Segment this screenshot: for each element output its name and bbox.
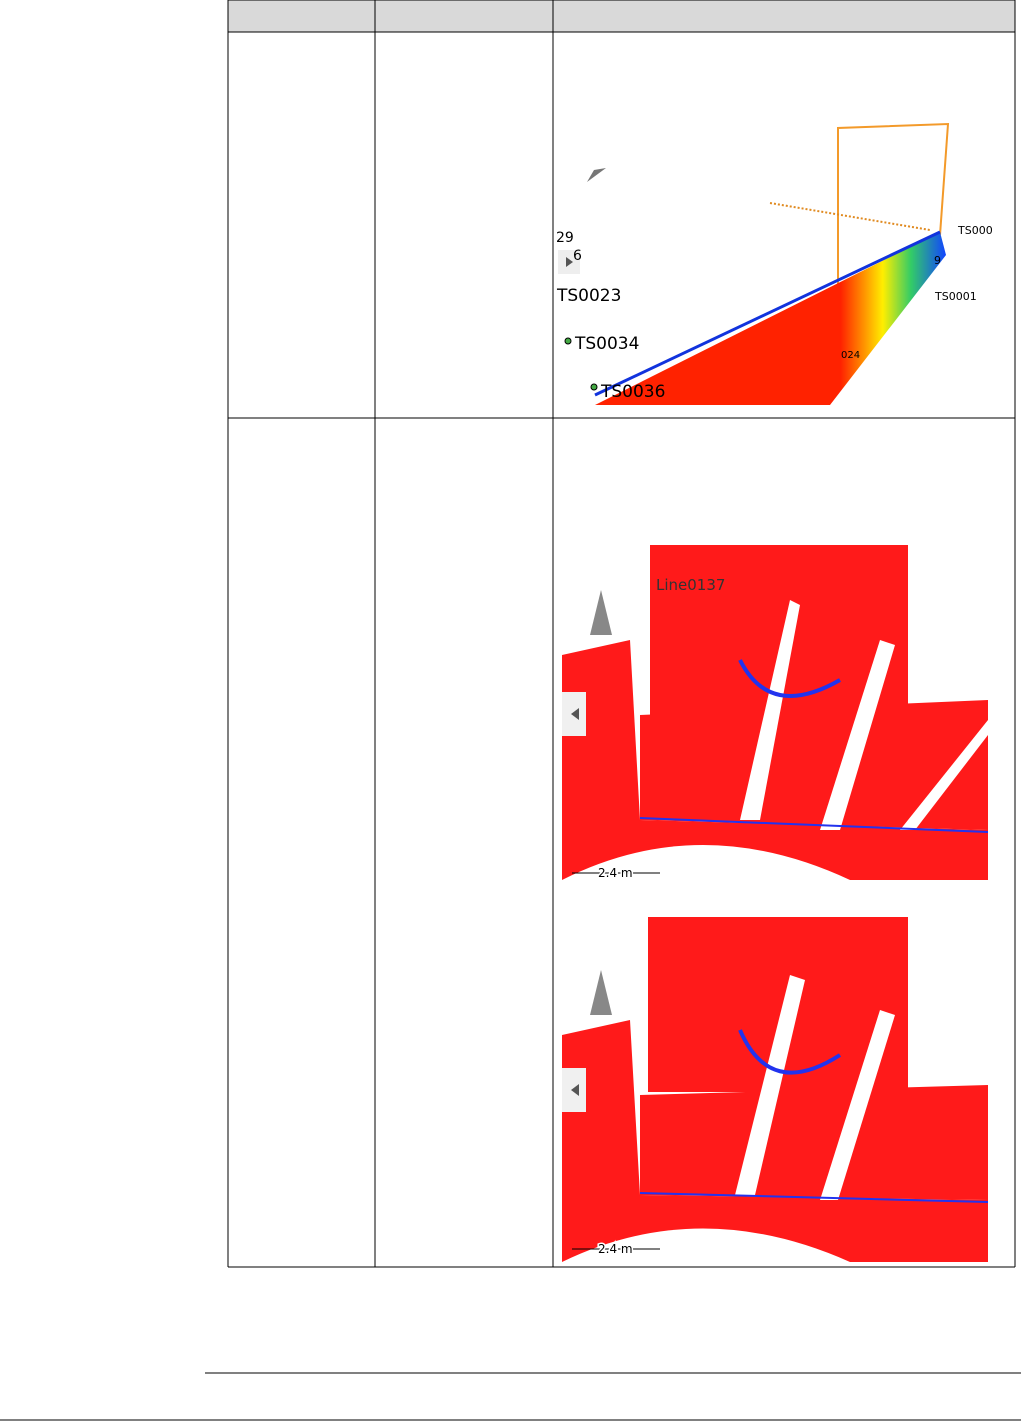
- point-cloud: [562, 1020, 988, 1262]
- gap: [735, 975, 805, 1195]
- point-cloud: [562, 640, 988, 880]
- label: TS0036: [600, 382, 665, 402]
- label: 9: [934, 254, 941, 267]
- figure-1: 29 6 TS0023 TS0034 TS0036 TS000 TS0001 9…: [556, 113, 993, 405]
- gap: [820, 1010, 895, 1200]
- label: TS0023: [556, 286, 621, 306]
- edge: [594, 230, 941, 397]
- edge: [738, 659, 841, 698]
- compass: [587, 168, 606, 182]
- station: [590, 383, 598, 391]
- label: TS0001: [934, 290, 977, 303]
- compass: [590, 970, 612, 1015]
- label: Line0137: [656, 576, 725, 594]
- nav-arrow: [571, 1084, 579, 1096]
- figure-2: Line0137 2.4 m: [562, 535, 988, 880]
- label: 29: [556, 230, 574, 246]
- table-header: [227, 0, 1016, 33]
- point-cloud: [595, 232, 946, 405]
- gap: [820, 640, 895, 830]
- compass: [590, 590, 612, 635]
- edge: [639, 817, 988, 833]
- scale-label: 2.4 m: [598, 1242, 633, 1256]
- label: TS000: [957, 224, 993, 237]
- gap: [900, 720, 988, 830]
- ground: [562, 1228, 850, 1262]
- point-cloud: [640, 700, 988, 830]
- nav-arrow: [566, 257, 573, 267]
- label: 024: [841, 350, 860, 361]
- gap: [740, 600, 800, 820]
- scale-label: 2.4 m: [598, 866, 633, 880]
- ground: [562, 845, 850, 880]
- edge: [639, 1192, 988, 1203]
- figure-3: 2.4 m: [562, 917, 988, 1262]
- dotted-line: [769, 202, 931, 231]
- nav-arrow: [571, 708, 579, 720]
- frame: [837, 122, 950, 290]
- point-cloud: [640, 1085, 988, 1200]
- label: TS0034: [574, 334, 639, 354]
- station: [564, 337, 572, 345]
- label: 6: [573, 248, 582, 264]
- edge: [738, 1029, 842, 1075]
- table: [227, 0, 1016, 1268]
